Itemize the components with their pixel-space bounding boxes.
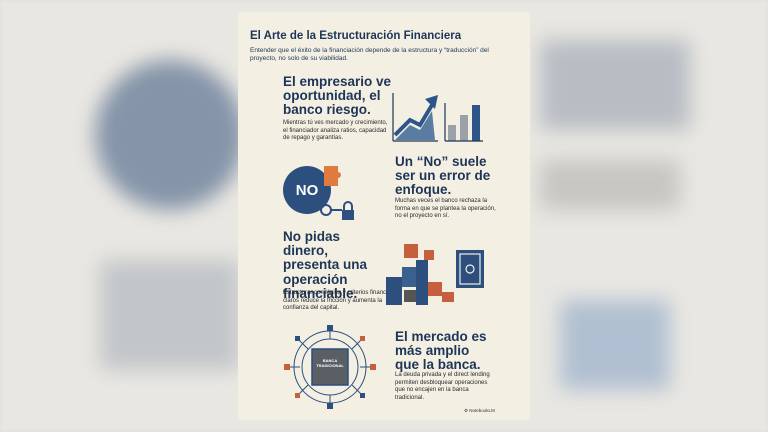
network-icon: BANCA TRADICIONAL <box>284 325 376 409</box>
infographic: El Arte de la Estructuración Financiera … <box>238 12 530 420</box>
body: La deuda privada y el direct lending per… <box>395 372 490 401</box>
body: Muchas veces el banco rechaza la forma e… <box>395 198 496 219</box>
footer: ⚙ NotebookLM <box>464 408 495 413</box>
heading: El empresario ve oportunidad, el banco r… <box>283 74 392 118</box>
no-icon: NO <box>283 166 354 220</box>
blurred-shape <box>100 260 240 370</box>
blurred-shape <box>540 160 680 210</box>
blurred-shape <box>95 60 245 210</box>
bank-label: BANCA TRADICIONAL <box>316 359 344 368</box>
blurred-shape <box>560 300 670 390</box>
subtitle: Entender que el éxito de la financiación… <box>250 47 489 63</box>
heading: Un “No” suele ser un error de enfoque. <box>395 154 491 198</box>
footer-text: NotebookLM <box>469 408 495 413</box>
body: Estructurar con lógica y criterios finan… <box>283 290 400 311</box>
blocks-icon <box>386 244 484 305</box>
heading: No pidas dinero, presenta una operación … <box>283 229 368 301</box>
blurred-shape <box>540 40 690 130</box>
charts-icon <box>392 93 483 142</box>
title: El Arte de la Estructuración Financiera <box>250 30 462 42</box>
heading: El mercado es más amplio que la banca. <box>395 329 487 373</box>
no-text: NO <box>296 182 319 199</box>
body: Mientras tú ves mercado y crecimiento, e… <box>283 120 388 141</box>
